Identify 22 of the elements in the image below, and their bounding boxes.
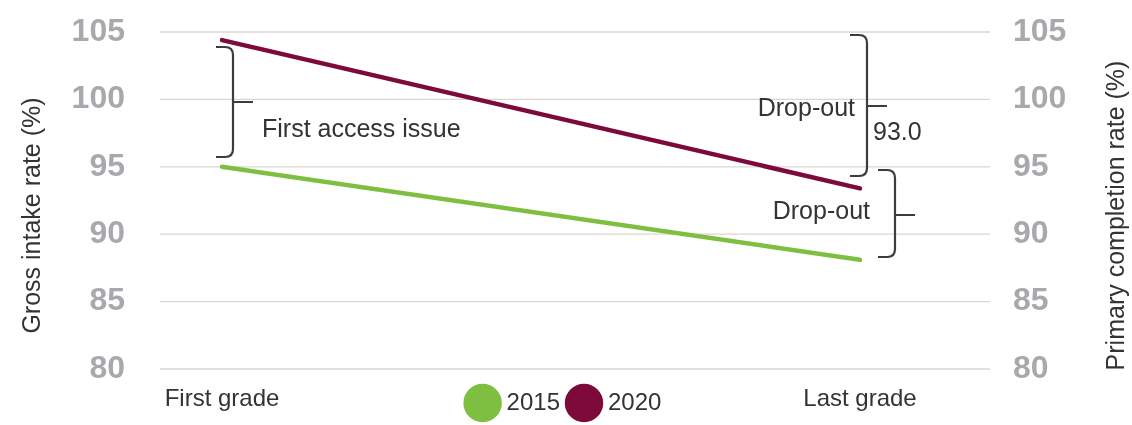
y-tick-label: 105 xyxy=(71,11,125,48)
y-axis-title: Gross intake rate (%) xyxy=(16,97,45,334)
x-tick-label: Last grade xyxy=(803,384,917,412)
y2-tick-label: 90 xyxy=(1013,214,1049,251)
legend-label: 2015 xyxy=(506,387,560,415)
y2-tick-label: 105 xyxy=(1013,11,1067,48)
y-tick-label: 100 xyxy=(71,79,125,116)
annotation: Drop-out xyxy=(757,92,856,121)
y2-tick-label: 95 xyxy=(1013,146,1049,183)
annotation: Drop-out xyxy=(772,195,871,224)
x-tick-label: First grade xyxy=(164,384,280,412)
annotation: First access issue xyxy=(262,113,461,142)
y2-tick-label: 80 xyxy=(1013,348,1049,385)
y2-axis-title: Primary completion rate (%) xyxy=(1100,60,1129,371)
annotation: 93.0 xyxy=(873,116,922,145)
y2-tick-label: 100 xyxy=(1013,79,1067,116)
y-tick-label: 95 xyxy=(89,146,125,183)
legend-label: 2020 xyxy=(608,387,662,415)
y-tick-label: 80 xyxy=(89,348,125,385)
y2-tick-label: 85 xyxy=(1013,281,1049,318)
y-tick-label: 85 xyxy=(89,281,125,318)
y-tick-label: 90 xyxy=(89,214,125,251)
